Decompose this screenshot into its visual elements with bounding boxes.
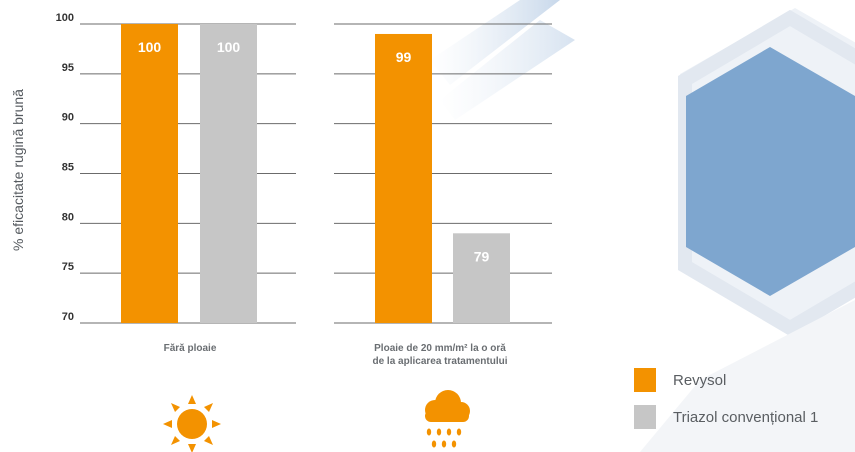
bar-triazol-1 xyxy=(453,233,510,323)
y-tick-label: 80 xyxy=(62,211,74,223)
hexagon-outer-ring xyxy=(678,9,855,337)
y-tick-label: 75 xyxy=(62,261,74,273)
data-label: 99 xyxy=(396,49,412,65)
data-label: 79 xyxy=(474,248,490,264)
hexagon-blue xyxy=(686,47,855,296)
data-labels: 100 99 100 79 xyxy=(138,39,490,264)
legend-swatch-triazol xyxy=(634,405,656,429)
y-tick-label: 90 xyxy=(62,112,74,124)
sun-icon xyxy=(163,395,221,452)
arrow-stripe-1 xyxy=(430,0,560,85)
legend-label-revysol: Revysol xyxy=(673,371,727,389)
bar-chart: 70 75 80 85 90 95 100 100 99 100 79 xyxy=(56,12,552,324)
y-tick-label: 100 xyxy=(56,12,74,24)
legend-item-triazol: Triazol convențional 1 xyxy=(634,404,818,430)
category-label-no-rain: Fără ploaie xyxy=(163,343,217,354)
rain-cloud-icon xyxy=(425,390,470,448)
hexagon-bottom-shade xyxy=(640,300,855,452)
y-tick-label: 85 xyxy=(62,162,74,174)
gridlines xyxy=(80,23,552,324)
y-tick-label: 70 xyxy=(62,311,74,323)
category-label-rain: Ploaie de 20 mm/m² la o oră de la aplica… xyxy=(372,343,508,367)
legend: Revysol Triazol convențional 1 xyxy=(634,367,818,441)
arrow-stripe-2 xyxy=(440,20,575,120)
bar-triazol-0 xyxy=(200,24,257,323)
y-axis-label: % eficacitate rugină brună xyxy=(10,89,26,251)
bar-revysol-1 xyxy=(375,33,432,323)
bar-revysol-0 xyxy=(121,24,178,323)
legend-label-triazol: Triazol convențional 1 xyxy=(673,408,819,426)
legend-swatch-revysol xyxy=(634,368,656,392)
legend-item-revysol: Revysol xyxy=(634,367,818,393)
bars xyxy=(121,24,510,323)
data-label: 100 xyxy=(138,39,162,55)
y-ticks: 70 75 80 85 90 95 100 xyxy=(56,12,74,323)
data-label: 100 xyxy=(217,39,241,55)
y-tick-label: 95 xyxy=(62,62,74,74)
